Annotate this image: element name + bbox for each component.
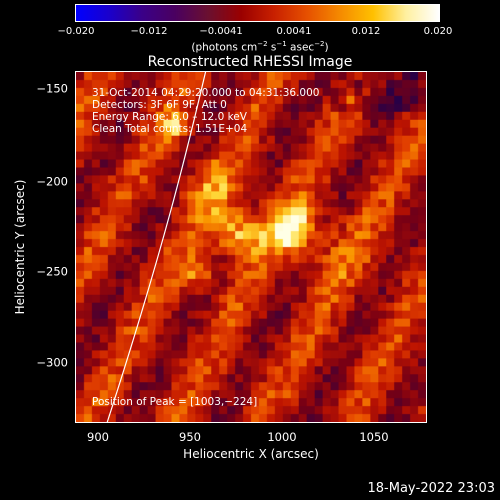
colorbar	[75, 4, 440, 22]
heatmap-canvas	[76, 72, 426, 422]
energy-range-text: Energy Range: 6.0 – 12.0 keV	[92, 111, 247, 123]
rhessi-image	[75, 71, 427, 423]
x-axis-label: Heliocentric X (arcsec)	[183, 447, 319, 461]
time-range-text: 31‑Oct‑2014 04:29:20.000 to 04:31:36.000	[92, 87, 320, 99]
y-tick: −200	[36, 174, 68, 189]
x-tick: 1000	[267, 430, 297, 444]
detectors-text: Detectors: 3F 6F 9F, Att 0	[92, 99, 227, 111]
colorbar-tick: 0.012	[351, 26, 381, 37]
limb-overlay	[106, 72, 207, 422]
clean-counts-text: Clean Total counts: 1.51E+04	[92, 123, 248, 135]
colorbar-tick: −0.020	[57, 26, 95, 37]
y-tick: −250	[36, 264, 68, 279]
peak-position-text: Position of Peak = [1003,−224]	[92, 396, 258, 408]
x-tick: 900	[87, 430, 109, 444]
colorbar-tick: −0.0041	[199, 26, 243, 37]
y-tick: −300	[36, 355, 68, 370]
colorbar-units: (photons cm−2 s−1 asec−2)	[191, 40, 329, 54]
colorbar-tick: 0.020	[423, 26, 453, 37]
plot-title: Reconstructed RHESSI Image	[147, 54, 353, 70]
x-tick: 950	[179, 430, 201, 444]
colorbar-tick: 0.0041	[276, 26, 312, 37]
y-axis-label: Heliocentric Y (arcsec)	[13, 179, 27, 315]
colorbar-tick: −0.012	[130, 26, 168, 37]
solar-limb-line	[106, 72, 207, 422]
x-tick: 1050	[359, 430, 389, 444]
y-tick: −150	[36, 81, 68, 96]
datestamp: 18‑May‑2022 23:03	[367, 481, 495, 496]
